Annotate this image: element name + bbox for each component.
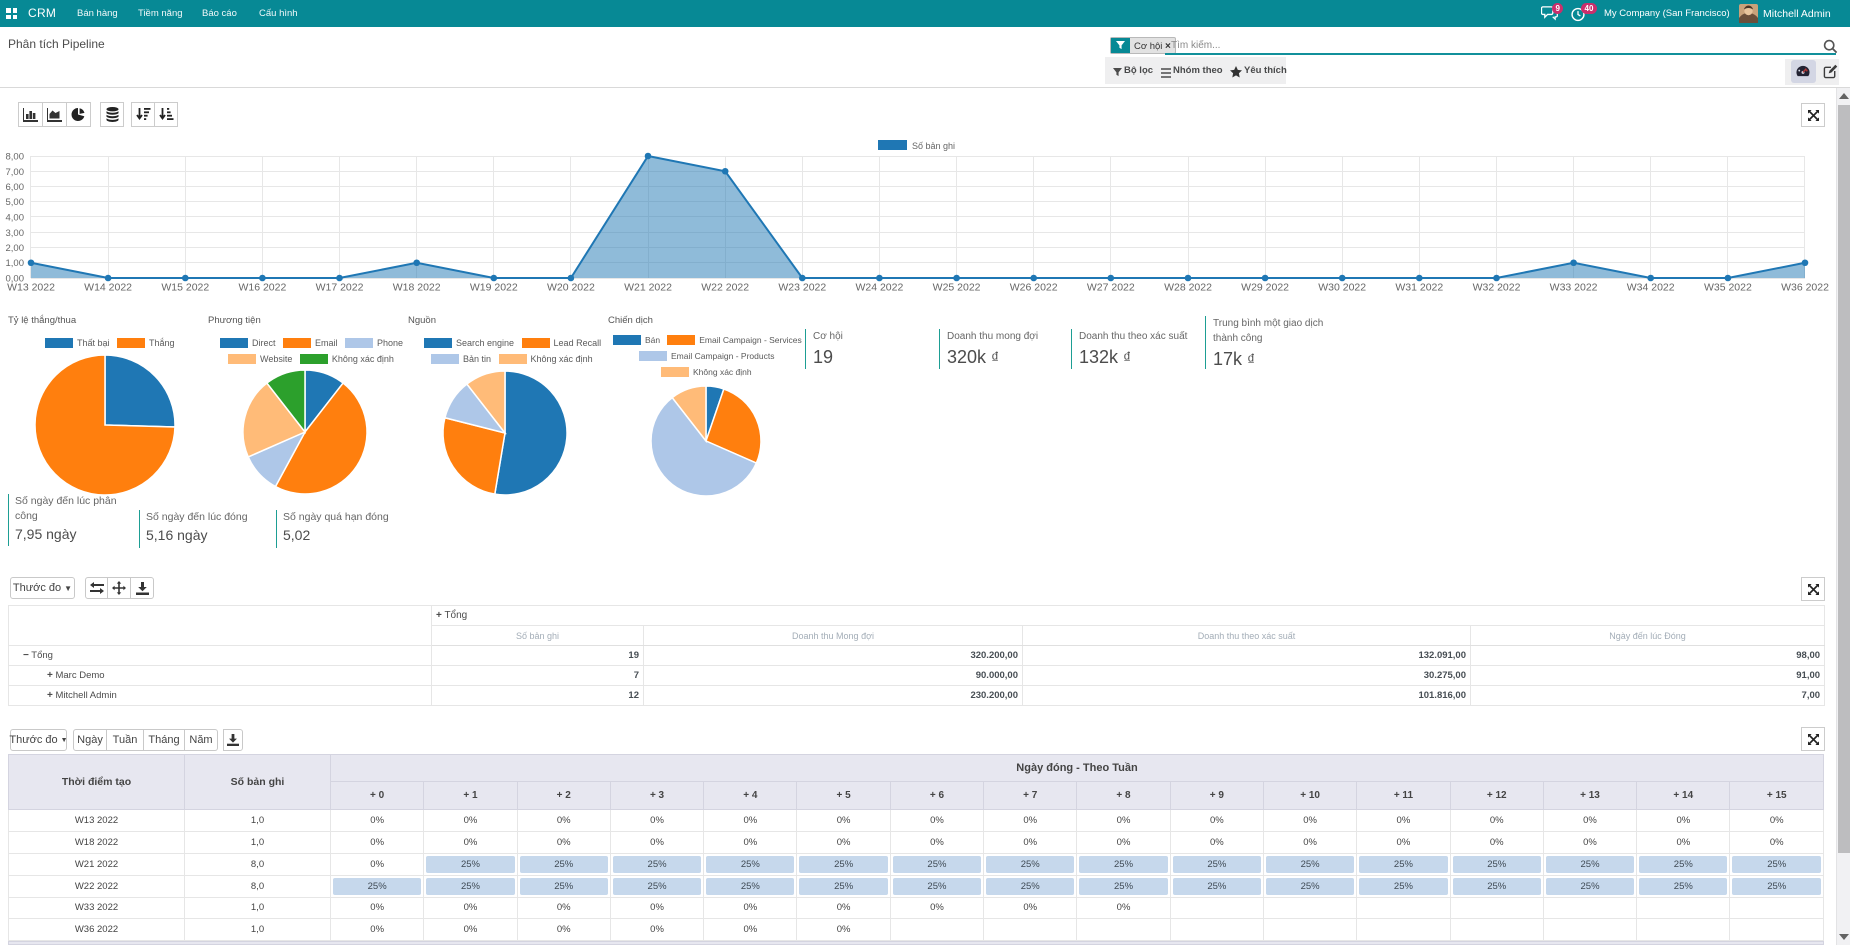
- svg-text:W16 2022: W16 2022: [238, 282, 286, 294]
- svg-text:W35 2022: W35 2022: [1704, 282, 1752, 294]
- svg-text:W36 2022: W36 2022: [1781, 282, 1829, 294]
- svg-text:W18 2022: W18 2022: [393, 282, 441, 294]
- svg-text:W14 2022: W14 2022: [84, 282, 132, 294]
- svg-text:W24 2022: W24 2022: [855, 282, 903, 294]
- svg-text:W32 2022: W32 2022: [1473, 282, 1521, 294]
- svg-text:W15 2022: W15 2022: [161, 282, 209, 294]
- svg-text:W33 2022: W33 2022: [1550, 282, 1598, 294]
- svg-text:W29 2022: W29 2022: [1241, 282, 1289, 294]
- svg-text:W22 2022: W22 2022: [701, 282, 749, 294]
- svg-text:W17 2022: W17 2022: [316, 282, 364, 294]
- svg-text:7,00: 7,00: [6, 167, 25, 178]
- svg-text:W21 2022: W21 2022: [624, 282, 672, 294]
- svg-text:W34 2022: W34 2022: [1627, 282, 1675, 294]
- svg-text:Số bản ghi: Số bản ghi: [912, 141, 955, 151]
- svg-text:W23 2022: W23 2022: [778, 282, 826, 294]
- svg-text:W31 2022: W31 2022: [1395, 282, 1443, 294]
- svg-text:W26 2022: W26 2022: [1010, 282, 1058, 294]
- svg-text:4,00: 4,00: [6, 213, 25, 224]
- svg-text:W28 2022: W28 2022: [1164, 282, 1212, 294]
- svg-text:W30 2022: W30 2022: [1318, 282, 1366, 294]
- svg-text:3,00: 3,00: [6, 228, 25, 239]
- svg-text:1,00: 1,00: [6, 258, 25, 269]
- svg-text:8,00: 8,00: [6, 152, 25, 163]
- svg-text:6,00: 6,00: [6, 182, 25, 193]
- svg-text:W19 2022: W19 2022: [470, 282, 518, 294]
- svg-text:2,00: 2,00: [6, 243, 25, 254]
- svg-text:W13 2022: W13 2022: [7, 282, 55, 294]
- svg-text:W20 2022: W20 2022: [547, 282, 595, 294]
- svg-text:W25 2022: W25 2022: [933, 282, 981, 294]
- svg-text:0,00: 0,00: [6, 274, 25, 285]
- svg-text:5,00: 5,00: [6, 197, 25, 208]
- svg-text:W27 2022: W27 2022: [1087, 282, 1135, 294]
